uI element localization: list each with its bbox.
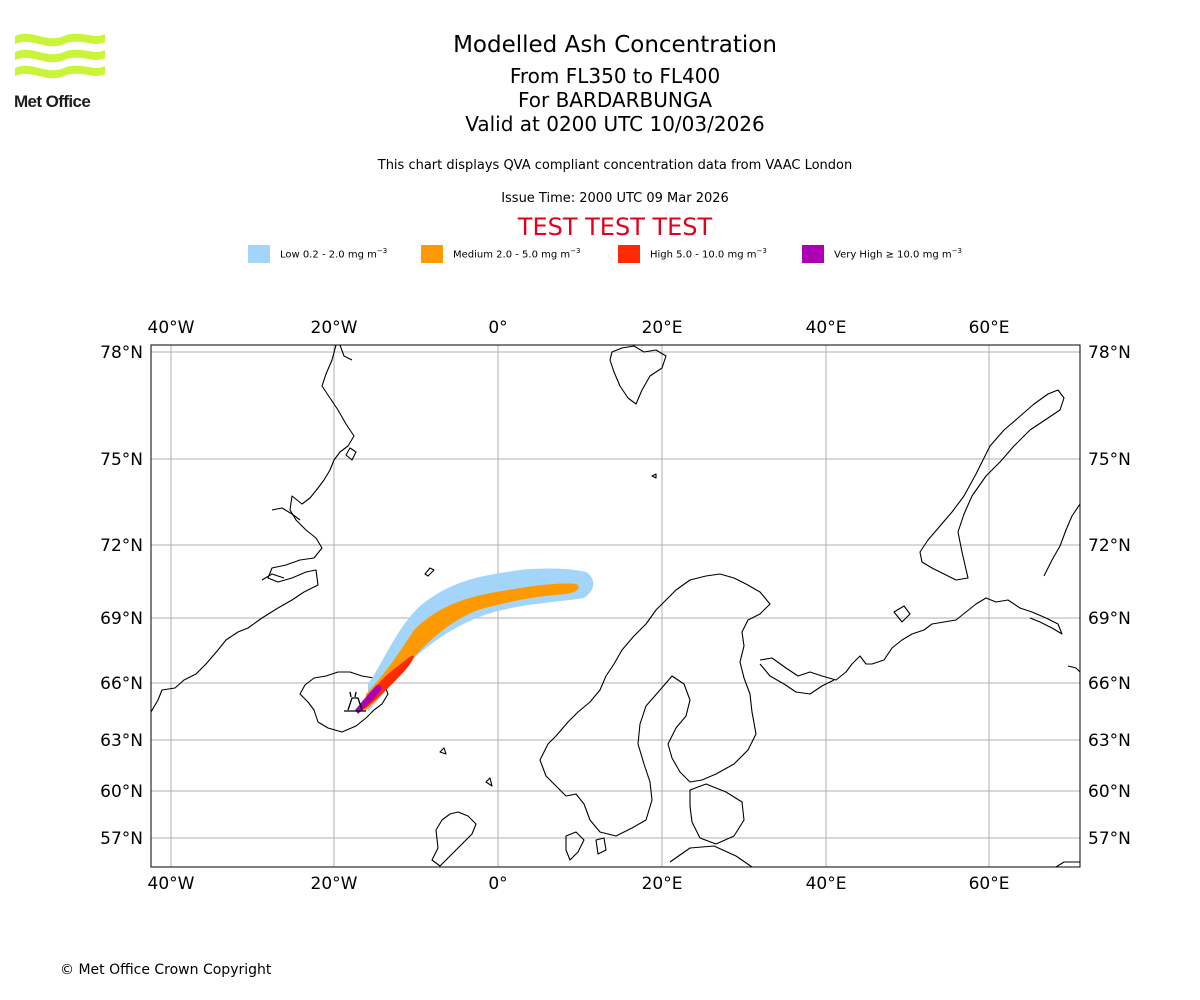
iceland-coast — [299, 671, 389, 733]
legend-high: High 5.0 - 10.0 mg m−3 — [618, 244, 767, 264]
ash-plume — [355, 568, 594, 714]
valid-time: Valid at 0200 UTC 10/03/2026 — [465, 112, 765, 136]
ash-very-high-area — [355, 685, 382, 714]
ash-low-area — [368, 568, 594, 712]
volcano-name: For BARDARBUNGA — [517, 88, 713, 112]
graticule — [151, 345, 1080, 867]
scandinavia-coast — [539, 573, 771, 837]
legend-medium: Medium 2.0 - 5.0 mg m−3 — [421, 244, 580, 264]
lon-label-40e-bottom: 40°E — [806, 874, 847, 894]
russia-coast — [759, 597, 1063, 681]
chart-description: This chart displays QVA compliant concen… — [377, 158, 853, 173]
lon-label-40e-top: 40°E — [806, 318, 847, 338]
lat-label-69n-left: 69°N — [100, 609, 143, 629]
left-lat-labels: 78°N 75°N 72°N 69°N 66°N 63°N 60°N 57°N — [100, 343, 143, 849]
ash-medium-area — [364, 583, 579, 712]
lon-label-40w-top: 40°W — [148, 318, 195, 338]
lon-label-20e-bottom: 20°E — [642, 874, 683, 894]
legend-low: Low 0.2 - 2.0 mg m−3 — [248, 244, 387, 264]
logo-text: Met Office — [14, 92, 91, 111]
right-lat-labels: 78°N 75°N 72°N 69°N 66°N 63°N 60°N 57°N — [1088, 343, 1131, 849]
legend-very-high: Very High ≥ 10.0 mg m−3 — [802, 244, 962, 264]
svalbard-coast — [609, 345, 667, 405]
top-lon-labels: 40°W 20°W 0° 20°E 40°E 60°E — [148, 318, 1010, 338]
lat-label-69n-right: 69°N — [1088, 609, 1131, 629]
lat-label-66n-left: 66°N — [100, 674, 143, 694]
lon-label-0-bottom: 0° — [488, 874, 507, 894]
novaya-zemlya-coast — [919, 389, 1065, 581]
lat-label-75n-right: 75°N — [1088, 450, 1131, 470]
legend-low-label: Low 0.2 - 2.0 mg m — [280, 249, 377, 261]
lat-label-72n-left: 72°N — [100, 536, 143, 556]
british-isles-coast — [431, 811, 477, 867]
volcano-marker-icon — [344, 691, 366, 712]
lat-label-60n-left: 60°N — [100, 782, 143, 802]
lon-label-20e-top: 20°E — [642, 318, 683, 338]
legend-high-label: High 5.0 - 10.0 mg m — [650, 249, 757, 261]
chart-title: Modelled Ash Concentration — [453, 32, 777, 58]
legend-medium-label: Medium 2.0 - 5.0 mg m — [453, 249, 571, 261]
lon-label-60e-bottom: 60°E — [969, 874, 1010, 894]
lon-label-0-top: 0° — [488, 318, 507, 338]
lat-label-60n-right: 60°N — [1088, 782, 1131, 802]
legend-very-high-label: Very High ≥ 10.0 mg m — [834, 249, 952, 261]
copyright: © Met Office Crown Copyright — [60, 962, 272, 978]
lat-label-66n-right: 66°N — [1088, 674, 1131, 694]
bottom-lon-labels: 40°W 20°W 0° 20°E 40°E 60°E — [148, 874, 1010, 894]
legend-low-swatch — [248, 245, 270, 263]
lat-label-78n-left: 78°N — [100, 343, 143, 363]
greenland-coast — [151, 345, 355, 713]
lon-label-20w-top: 20°W — [311, 318, 358, 338]
legend-high-swatch — [618, 245, 640, 263]
lat-label-57n-left: 57°N — [100, 829, 143, 849]
met-office-waves-icon — [15, 33, 105, 79]
met-office-logo: Met Office — [14, 30, 110, 112]
test-banner: TEST TEST TEST — [517, 213, 713, 241]
lat-label-57n-right: 57°N — [1088, 829, 1131, 849]
lat-label-63n-right: 63°N — [1088, 731, 1131, 751]
flight-level-range: From FL350 to FL400 — [509, 64, 721, 88]
lon-label-40w-bottom: 40°W — [148, 874, 195, 894]
lat-label-75n-left: 75°N — [100, 450, 143, 470]
map-frame — [150, 344, 1081, 868]
issue-time: Issue Time: 2000 UTC 09 Mar 2026 — [501, 191, 729, 206]
coastlines — [151, 345, 1080, 867]
lat-label-72n-right: 72°N — [1088, 536, 1131, 556]
lat-label-78n-right: 78°N — [1088, 343, 1131, 363]
lat-label-63n-left: 63°N — [100, 731, 143, 751]
title-block: Modelled Ash Concentration From FL350 to… — [300, 30, 930, 136]
lon-label-20w-bottom: 20°W — [311, 874, 358, 894]
lon-label-60e-top: 60°E — [969, 318, 1010, 338]
legend-medium-swatch — [421, 245, 443, 263]
legend-very-high-swatch — [802, 245, 824, 263]
